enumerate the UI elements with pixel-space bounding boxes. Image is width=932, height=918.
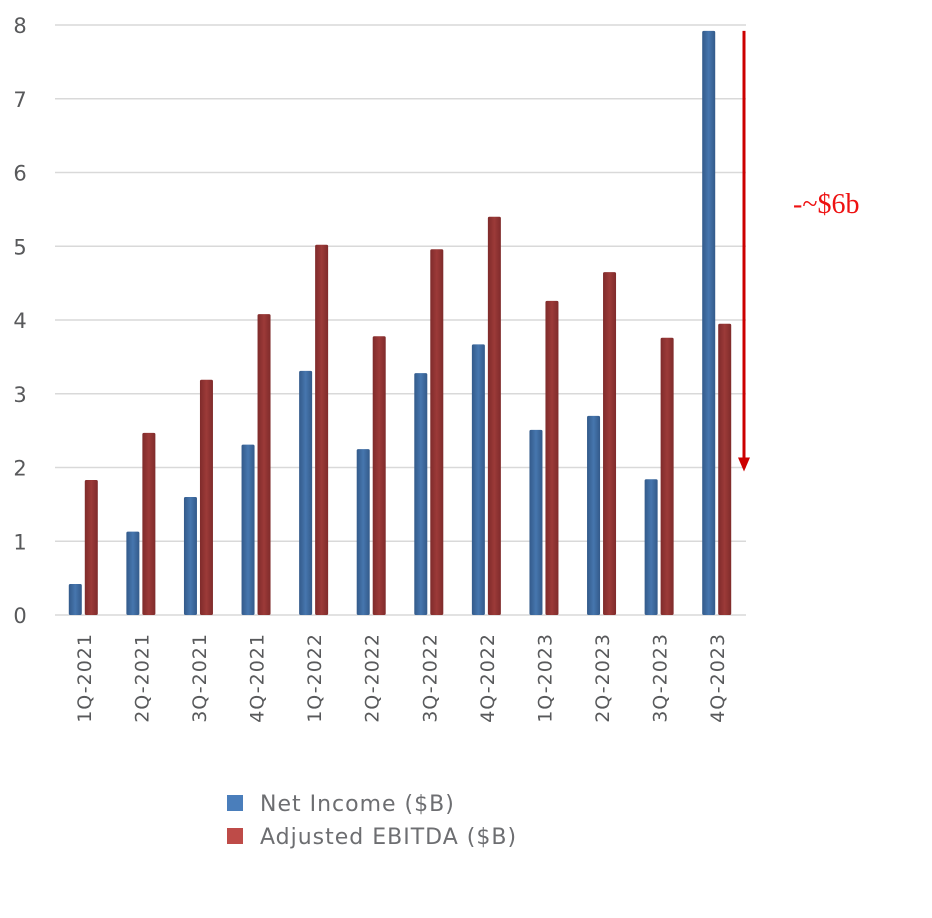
- bar-net-income-1q-2021: [68, 584, 82, 615]
- x-tick-label: 1Q-2023: [534, 633, 556, 723]
- bar-adjusted-ebitda-1q-2022: [315, 244, 329, 615]
- bar-net-income-3q-2021: [183, 497, 197, 615]
- bar-adjusted-ebitda-4q-2022: [487, 216, 501, 615]
- bar-net-income-4q-2023: [702, 30, 716, 615]
- bar-adjusted-ebitda-3q-2023: [660, 337, 674, 615]
- y-tick-label: 1: [13, 530, 26, 554]
- bar-adjusted-ebitda-3q-2021: [199, 379, 213, 615]
- y-tick-label: 7: [13, 88, 26, 112]
- annotation: -~$6b: [738, 30, 859, 472]
- x-tick-label: 4Q-2023: [707, 633, 729, 723]
- x-axis: 1Q-2021 2Q-2021 3Q-2021 4Q-2021 1Q-2022 2Q-20…: [74, 633, 729, 723]
- legend-label-net-income: Net Income ($B): [260, 792, 455, 817]
- bar-adjusted-ebitda-2q-2022: [372, 336, 386, 615]
- bar-adjusted-ebitda-2q-2023: [603, 272, 617, 615]
- bar-adjusted-ebitda-1q-2021: [84, 480, 98, 615]
- bar-adjusted-ebitda-3q-2022: [430, 249, 444, 615]
- bar-adjusted-ebitda-1q-2023: [545, 300, 559, 615]
- y-tick-label: 6: [13, 162, 26, 186]
- x-tick-label: 2Q-2021: [131, 633, 153, 723]
- legend-swatch-net-income: [227, 795, 243, 811]
- x-tick-label: 2Q-2022: [362, 633, 384, 723]
- legend-swatch-adjusted-ebitda: [227, 828, 243, 844]
- x-tick-label: 3Q-2022: [419, 633, 441, 723]
- y-axis: 0 1 2 3 4 5 6 7 8: [13, 14, 26, 628]
- bar-net-income-2q-2023: [587, 415, 601, 615]
- bar-net-income-2q-2022: [356, 449, 370, 615]
- bar-net-income-4q-2022: [471, 344, 485, 615]
- bar-net-income-3q-2023: [644, 479, 658, 615]
- y-tick-label: 4: [13, 309, 26, 333]
- x-tick-label: 4Q-2021: [247, 633, 269, 723]
- bar-net-income-1q-2023: [529, 429, 543, 615]
- x-tick-label: 1Q-2022: [304, 633, 326, 723]
- bar-net-income-2q-2021: [126, 531, 140, 615]
- x-tick-label: 3Q-2021: [189, 633, 211, 723]
- y-tick-label: 2: [13, 457, 26, 481]
- bar-adjusted-ebitda-4q-2023: [718, 323, 732, 615]
- bar-adjusted-ebitda-2q-2021: [142, 432, 156, 615]
- bar-net-income-1q-2022: [299, 370, 313, 615]
- y-tick-label: 5: [13, 235, 26, 259]
- y-tick-label: 3: [13, 383, 26, 407]
- gridlines: [55, 24, 746, 616]
- x-tick-label: 1Q-2021: [74, 633, 96, 723]
- x-tick-label: 3Q-2023: [650, 633, 672, 723]
- x-tick-label: 2Q-2023: [592, 633, 614, 723]
- bars: [68, 30, 732, 615]
- y-tick-label: 8: [13, 14, 26, 38]
- annotation-arrow-head: [738, 457, 750, 472]
- legend-label-adjusted-ebitda: Adjusted EBITDA ($B): [260, 825, 517, 850]
- bar-adjusted-ebitda-4q-2021: [257, 314, 271, 615]
- legend: Net Income ($B) Adjusted EBITDA ($B): [227, 792, 517, 850]
- x-tick-label: 4Q-2022: [477, 633, 499, 723]
- bar-net-income-3q-2022: [414, 373, 428, 615]
- bar-net-income-4q-2021: [241, 444, 255, 615]
- annotation-label: -~$6b: [793, 189, 859, 220]
- y-tick-label: 0: [13, 604, 26, 628]
